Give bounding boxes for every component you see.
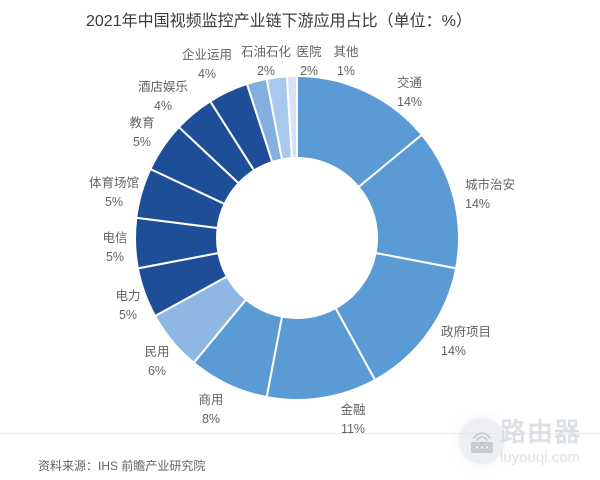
svg-text:民用: 民用	[144, 345, 169, 359]
svg-text:教育: 教育	[129, 115, 154, 130]
svg-text:5%: 5%	[133, 135, 151, 149]
svg-text:其他: 其他	[333, 45, 359, 59]
svg-text:1%: 1%	[337, 64, 355, 78]
svg-text:4%: 4%	[154, 99, 172, 113]
svg-text:交通: 交通	[397, 75, 423, 90]
svg-text:5%: 5%	[106, 250, 124, 264]
svg-text:商用: 商用	[198, 392, 223, 407]
svg-text:4%: 4%	[198, 67, 216, 81]
svg-text:石油石化: 石油石化	[241, 45, 292, 59]
svg-text:企业运用: 企业运用	[182, 47, 232, 62]
svg-text:5%: 5%	[119, 308, 137, 322]
svg-text:体育场馆: 体育场馆	[89, 175, 139, 190]
svg-text:14%: 14%	[465, 197, 490, 211]
svg-text:2%: 2%	[257, 64, 275, 78]
svg-text:医院: 医院	[296, 45, 322, 59]
svg-text:2%: 2%	[300, 64, 318, 78]
svg-text:电信: 电信	[102, 231, 127, 245]
svg-text:城市治安: 城市治安	[465, 177, 515, 192]
svg-text:6%: 6%	[148, 364, 166, 378]
svg-text:电力: 电力	[115, 289, 140, 303]
svg-text:14%: 14%	[441, 344, 466, 358]
svg-text:酒店娱乐: 酒店娱乐	[138, 80, 188, 94]
svg-text:5%: 5%	[105, 195, 123, 209]
svg-text:政府项目: 政府项目	[441, 324, 491, 339]
svg-text:14%: 14%	[397, 95, 422, 109]
